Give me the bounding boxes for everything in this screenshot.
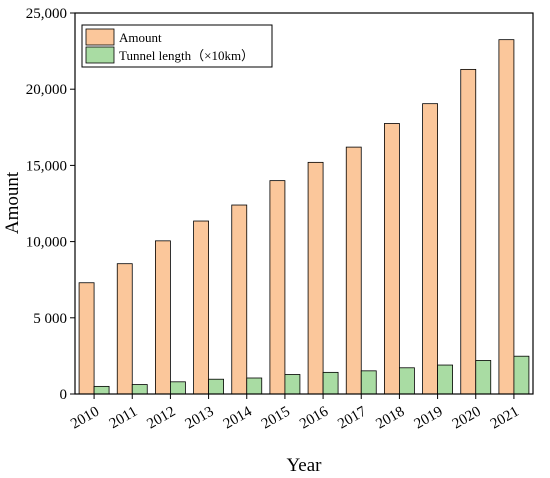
x-tick-label: 2016: [297, 403, 331, 432]
y-tick-label: 15,000: [26, 158, 67, 174]
bar-tunnel-length-2013: [208, 378, 224, 395]
y-tick-label: 25,000: [26, 6, 67, 22]
legend-label-tunnel-length: Tunnel length（×10km）: [119, 48, 254, 63]
x-tick-label: 2018: [373, 404, 407, 433]
bar-amount-2017: [345, 146, 362, 395]
y-tick-label: 10,000: [26, 235, 67, 251]
y-tick-label: 5 000: [33, 311, 67, 327]
x-tick-label: 2011: [107, 404, 141, 433]
bar-tunnel-length-2021: [513, 355, 530, 395]
bar-amount-2020: [460, 68, 477, 395]
bar-tunnel-length-2010: [93, 385, 110, 395]
bar-amount-2015: [269, 180, 286, 395]
bar-tunnel-length-2015: [284, 374, 301, 395]
y-tick-label: 20,000: [26, 82, 67, 98]
bar-amount-2014: [231, 204, 248, 395]
bar-amount-2010: [78, 282, 95, 395]
y-axis-title: Amount: [2, 171, 23, 234]
bar-tunnel-length-2016: [322, 371, 339, 395]
bar-amount-2019: [422, 103, 438, 395]
plot-frame: [74, 12, 534, 395]
x-tick-label: 2012: [144, 404, 178, 433]
bar-amount-2013: [193, 220, 209, 395]
x-tick-label: 2020: [450, 404, 484, 433]
bar-tunnel-length-2011: [131, 384, 148, 395]
bar-tunnel-length-2020: [475, 360, 492, 395]
x-tick-label: 2021: [488, 404, 522, 433]
legend: Amount Tunnel length（×10km）: [81, 24, 273, 68]
bar-amount-2011: [116, 263, 133, 395]
bar-tunnel-length-2019: [437, 364, 453, 395]
bar-amount-2018: [384, 123, 400, 395]
x-tick-label: 2010: [68, 404, 102, 433]
x-tick-label: 2019: [412, 404, 446, 433]
legend-swatch-amount: [85, 28, 115, 46]
legend-label-amount: Amount: [119, 30, 162, 45]
x-tick-label: 2017: [335, 403, 369, 432]
bar-amount-2016: [307, 161, 324, 395]
legend-swatch-tunnel-length: [85, 46, 115, 64]
bar-tunnel-length-2012: [170, 381, 186, 395]
bar-tunnel-length-2018: [399, 367, 415, 395]
bar-amount-2021: [498, 39, 515, 395]
bar-amount-2012: [155, 240, 171, 395]
bar-tunnel-length-2017: [360, 370, 377, 395]
x-axis-title: Year: [286, 455, 322, 476]
x-tick-label: 2015: [259, 404, 293, 433]
bars-layer: [78, 39, 530, 395]
x-tick-label: 2014: [221, 403, 255, 432]
y-axis: 0 5 000 10,000 15,000 20,000 25,000: [26, 6, 75, 403]
x-axis: 2010 2011 2012 2013 2014 2015 2016 2017 2018 2019…: [68, 394, 522, 432]
x-tick-label: 2013: [183, 404, 217, 433]
bar-tunnel-length-2014: [246, 377, 263, 395]
y-tick-label: 0: [60, 387, 68, 403]
